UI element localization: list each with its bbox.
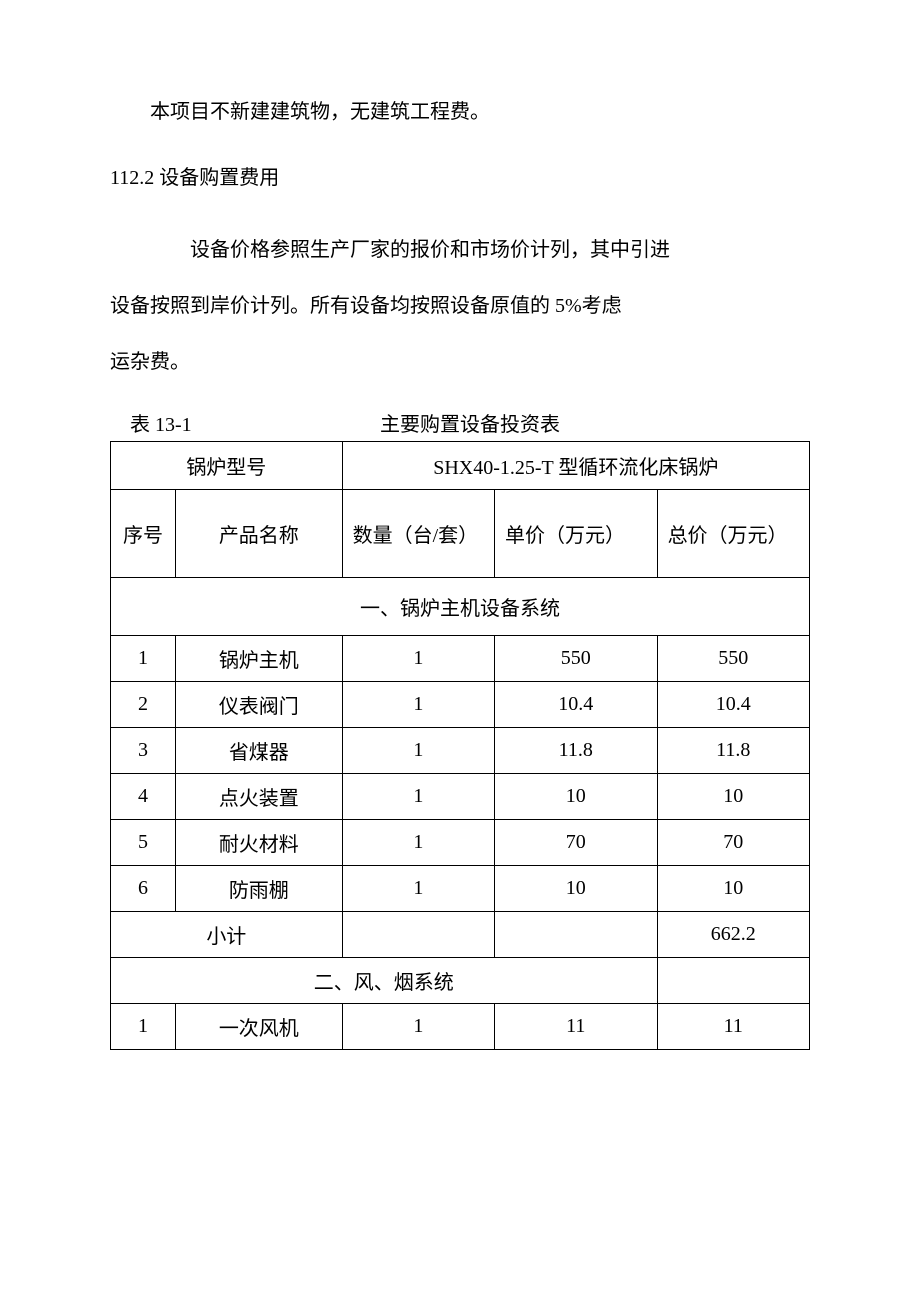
cell-name: 点火装置 <box>176 774 343 820</box>
cell-name: 防雨棚 <box>176 866 343 912</box>
cell-total: 10 <box>657 774 809 820</box>
section-heading-112-2: 112.2 设备购置费用 <box>110 158 810 198</box>
paragraph-body-line2: 设备按照到岸价计列。所有设备均按照设备原值的 5%考虑 <box>110 284 810 328</box>
cell-name: 锅炉主机 <box>176 636 343 682</box>
col-header-name: 产品名称 <box>176 490 343 578</box>
table-row: 4 点火装置 1 10 10 <box>111 774 810 820</box>
cell-name: 省煤器 <box>176 728 343 774</box>
col-header-unit: 单价（万元） <box>495 490 658 578</box>
cell-idx: 6 <box>111 866 176 912</box>
table-row-boiler-model: 锅炉型号 SHX40-1.25-T 型循环流化床锅炉 <box>111 442 810 490</box>
paragraph-body-line3: 运杂费。 <box>110 340 810 384</box>
cell-unit: 10.4 <box>495 682 658 728</box>
cell-idx: 5 <box>111 820 176 866</box>
paragraph-intro: 本项目不新建建筑物，无建筑工程费。 <box>110 90 810 134</box>
table-caption: 表 13-1 主要购置设备投资表 <box>110 408 810 437</box>
cell-qty: 1 <box>342 820 494 866</box>
cell-unit: 550 <box>495 636 658 682</box>
cell-qty: 1 <box>342 636 494 682</box>
cell-qty: 1 <box>342 728 494 774</box>
cell-unit: 11 <box>495 1004 658 1050</box>
cell-name: 一次风机 <box>176 1004 343 1050</box>
table-section-1: 一、锅炉主机设备系统 <box>111 578 810 636</box>
cell-qty: 1 <box>342 774 494 820</box>
cell-total: 11.8 <box>657 728 809 774</box>
cell-unit: 10 <box>495 866 658 912</box>
cell-idx: 1 <box>111 636 176 682</box>
section-2-title: 二、风、烟系统 <box>111 958 658 1004</box>
subtotal-empty-qty <box>342 912 494 958</box>
cell-qty: 1 <box>342 682 494 728</box>
cell-total: 10 <box>657 866 809 912</box>
cell-idx: 3 <box>111 728 176 774</box>
subtotal-label: 小计 <box>111 912 343 958</box>
cell-qty: 1 <box>342 1004 494 1050</box>
cell-idx: 2 <box>111 682 176 728</box>
col-header-qty: 数量（台/套） <box>342 490 494 578</box>
section-2-empty <box>657 958 809 1004</box>
table-row: 1 一次风机 1 11 11 <box>111 1004 810 1050</box>
col-header-index: 序号 <box>111 490 176 578</box>
table-section-2: 二、风、烟系统 <box>111 958 810 1004</box>
section-1-title: 一、锅炉主机设备系统 <box>111 578 810 636</box>
table-subtotal-row: 小计 662.2 <box>111 912 810 958</box>
table-header-row: 序号 产品名称 数量（台/套） 单价（万元） 总价（万元） <box>111 490 810 578</box>
cell-idx: 1 <box>111 1004 176 1050</box>
table-row: 2 仪表阀门 1 10.4 10.4 <box>111 682 810 728</box>
cell-name: 仪表阀门 <box>176 682 343 728</box>
subtotal-value: 662.2 <box>657 912 809 958</box>
document-page: 本项目不新建建筑物，无建筑工程费。 112.2 设备购置费用 设备价格参照生产厂… <box>0 0 920 1150</box>
table-caption-title: 主要购置设备投资表 <box>360 408 810 437</box>
cell-name: 耐火材料 <box>176 820 343 866</box>
cell-total: 70 <box>657 820 809 866</box>
col-header-total: 总价（万元） <box>657 490 809 578</box>
boiler-model-value: SHX40-1.25-T 型循环流化床锅炉 <box>342 442 809 490</box>
cell-unit: 70 <box>495 820 658 866</box>
paragraph-body-line1: 设备价格参照生产厂家的报价和市场价计列，其中引进 <box>110 228 810 272</box>
cell-unit: 10 <box>495 774 658 820</box>
boiler-model-label: 锅炉型号 <box>111 442 343 490</box>
cell-unit: 11.8 <box>495 728 658 774</box>
table-row: 3 省煤器 1 11.8 11.8 <box>111 728 810 774</box>
table-caption-label: 表 13-1 <box>110 408 360 437</box>
cell-idx: 4 <box>111 774 176 820</box>
cell-total: 550 <box>657 636 809 682</box>
equipment-investment-table: 锅炉型号 SHX40-1.25-T 型循环流化床锅炉 序号 产品名称 数量（台/… <box>110 441 810 1050</box>
cell-total: 10.4 <box>657 682 809 728</box>
cell-total: 11 <box>657 1004 809 1050</box>
table-row: 1 锅炉主机 1 550 550 <box>111 636 810 682</box>
table-row: 6 防雨棚 1 10 10 <box>111 866 810 912</box>
subtotal-empty-unit <box>495 912 658 958</box>
table-row: 5 耐火材料 1 70 70 <box>111 820 810 866</box>
cell-qty: 1 <box>342 866 494 912</box>
